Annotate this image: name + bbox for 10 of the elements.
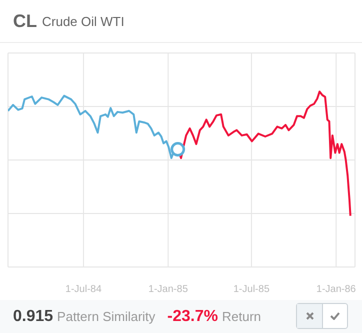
text: Pattern Similarity xyxy=(57,309,156,324)
x-tick-label: 1-Jan-86 xyxy=(316,284,356,296)
text: 0.915 xyxy=(13,308,54,326)
chart-title: CL xyxy=(13,10,37,32)
text: Return xyxy=(222,309,262,324)
x-tick-label: 1-Jul-84 xyxy=(65,284,102,296)
text: -23.7% xyxy=(167,308,218,326)
chart-subtitle: Crude Oil WTI xyxy=(42,14,124,28)
x-tick-label: 1-Jan-85 xyxy=(148,284,188,296)
x-tick-label: 1-Jul-85 xyxy=(233,284,270,296)
